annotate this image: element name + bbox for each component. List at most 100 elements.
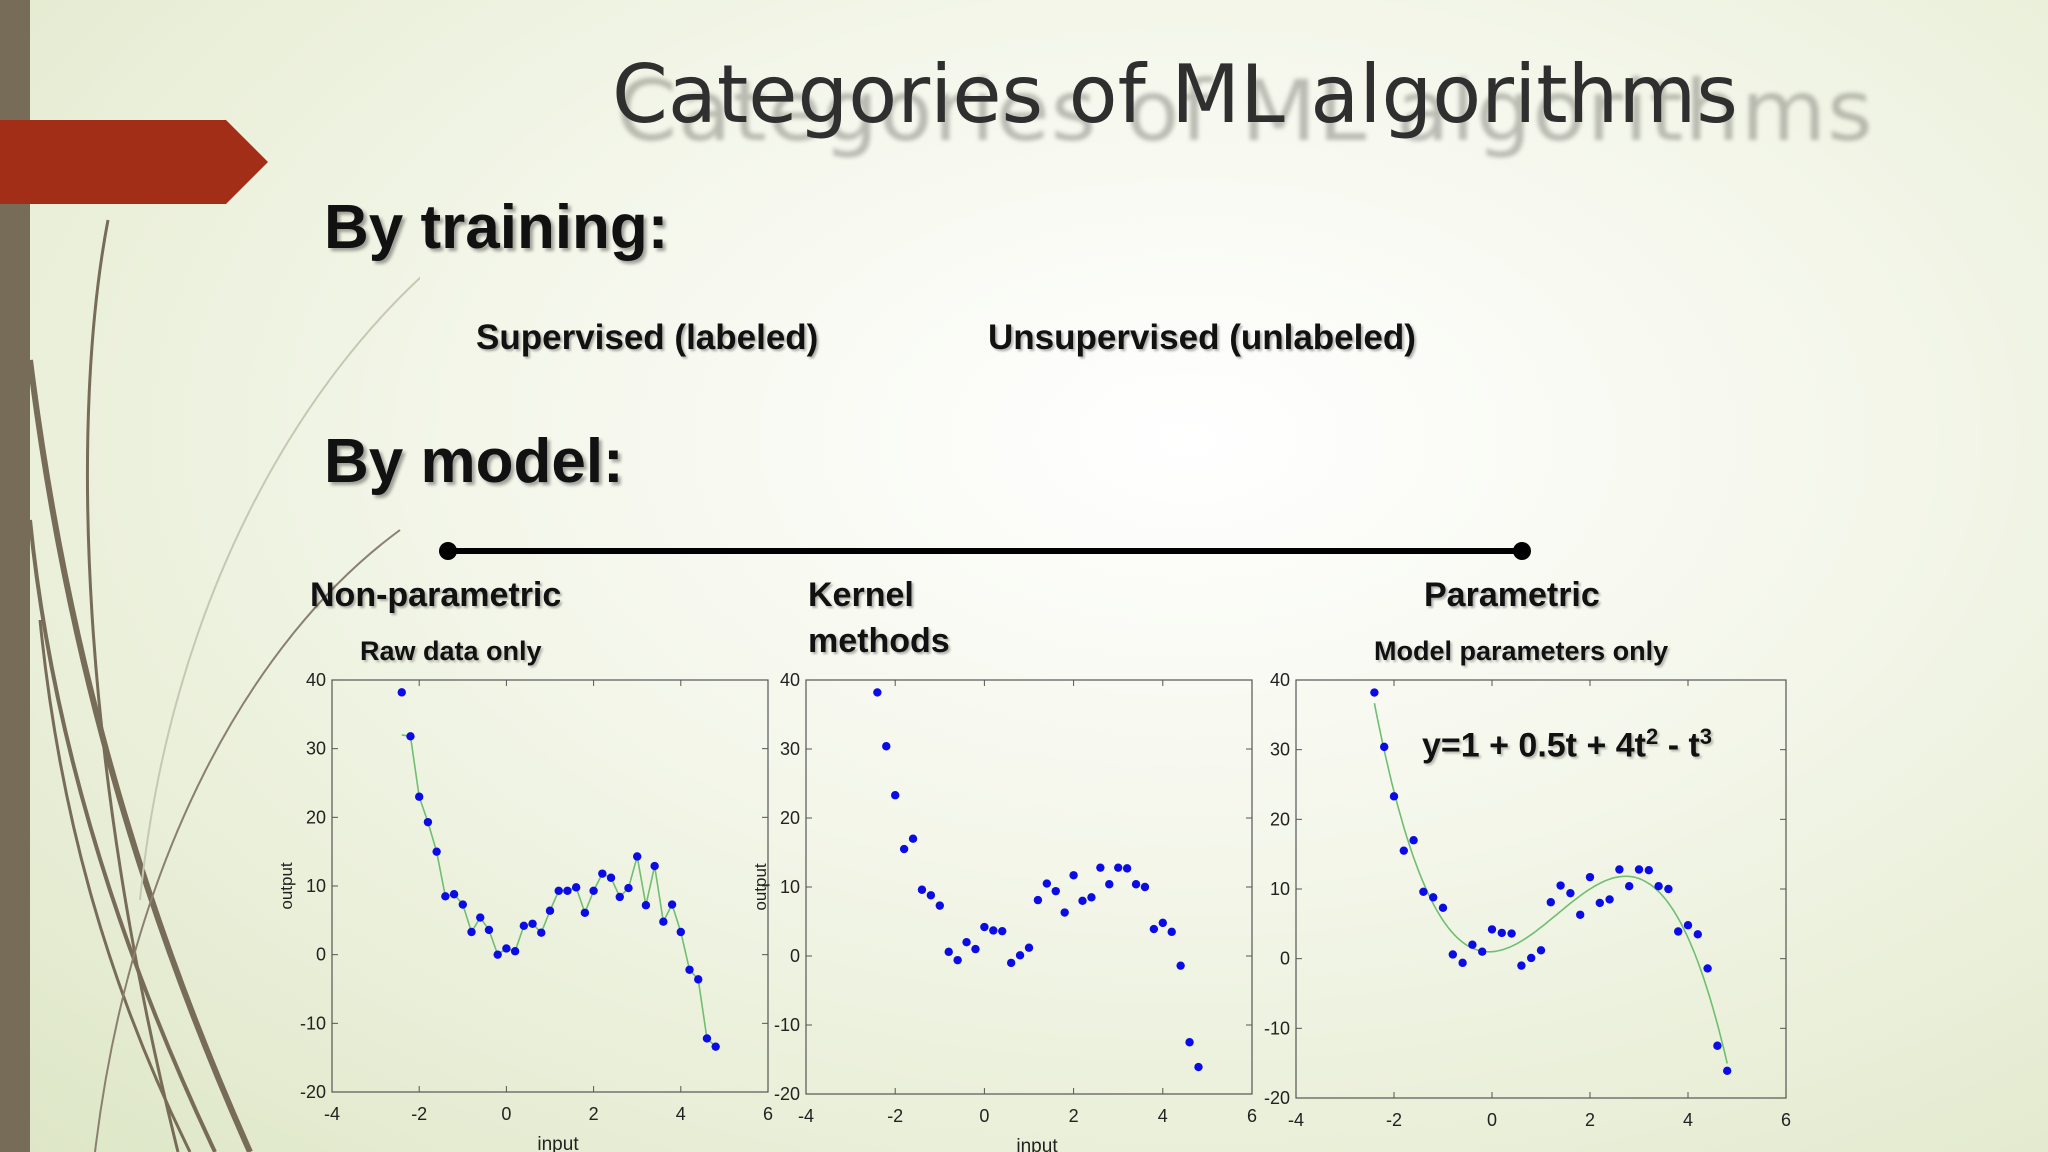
data-point: [449, 890, 459, 899]
data-point: [441, 892, 450, 901]
data-point: [1033, 895, 1043, 905]
data-point: [891, 791, 900, 800]
y-tick-label: 10: [780, 877, 800, 897]
data-point: [1087, 893, 1096, 902]
data-point: [980, 922, 989, 932]
data-point: [882, 742, 891, 751]
x-tick-label: 4: [676, 1104, 686, 1124]
data-point: [510, 947, 520, 956]
y-tick-label: 20: [1270, 809, 1290, 829]
x-tick-label: -2: [1386, 1110, 1402, 1130]
data-point: [563, 886, 572, 896]
data-point: [606, 873, 616, 882]
data-point: [415, 792, 424, 801]
x-tick-label: 0: [979, 1106, 989, 1126]
data-point: [917, 885, 927, 894]
x-axis-label: input: [1016, 1136, 1058, 1152]
data-point: [908, 834, 918, 843]
model-spectrum-line: [439, 542, 1531, 560]
data-point: [1448, 950, 1457, 959]
data-point: [962, 938, 971, 947]
x-tick-label: -2: [887, 1106, 903, 1126]
data-point: [598, 869, 607, 878]
data-point: [1713, 1041, 1722, 1050]
data-point: [633, 852, 642, 861]
data-point: [998, 926, 1007, 936]
data-point: [926, 891, 936, 900]
y-axis-label: output: [751, 863, 770, 911]
data-point: [650, 861, 659, 871]
x-tick-label: 0: [501, 1104, 511, 1124]
x-tick-label: 2: [1585, 1110, 1595, 1130]
x-tick-label: -2: [411, 1104, 427, 1124]
data-point: [899, 844, 909, 854]
data-point: [873, 688, 882, 697]
y-axis-label: output: [277, 862, 296, 910]
data-point: [1468, 940, 1477, 949]
data-point: [1546, 898, 1555, 907]
data-point: [1487, 925, 1497, 934]
data-point: [989, 926, 998, 935]
y-tick-label: 20: [780, 808, 800, 828]
y-tick-label: 30: [1270, 740, 1290, 760]
data-point: [1194, 1062, 1203, 1072]
data-point: [1006, 958, 1016, 968]
data-point: [406, 732, 415, 741]
data-point: [423, 817, 433, 827]
y-tick-label: 30: [306, 739, 326, 759]
y-tick-label: -20: [300, 1082, 326, 1102]
data-point: [1517, 961, 1526, 970]
data-point: [1438, 903, 1448, 913]
data-point: [1458, 958, 1467, 968]
y-tick-label: 20: [306, 807, 326, 827]
data-point: [1015, 951, 1025, 960]
data-point: [624, 883, 633, 893]
data-point: [1140, 882, 1150, 892]
kernel-methods-label: Kernel methods: [808, 572, 950, 664]
x-tick-label: 2: [1069, 1106, 1079, 1126]
data-point: [1576, 910, 1585, 919]
data-point: [1605, 895, 1614, 904]
data-point: [1078, 896, 1087, 905]
x-tick-label: 4: [1683, 1110, 1693, 1130]
data-point: [1185, 1038, 1194, 1047]
data-point: [554, 886, 563, 896]
y-tick-label: 10: [1270, 879, 1290, 899]
data-point: [1122, 864, 1132, 873]
data-point: [1556, 881, 1565, 890]
data-point: [1105, 880, 1114, 889]
data-point: [397, 688, 406, 697]
data-point: [641, 901, 651, 910]
data-point: [1497, 928, 1506, 938]
y-tick-label: 0: [316, 945, 326, 965]
data-point: [1585, 872, 1595, 882]
data-point: [1024, 943, 1034, 952]
data-point: [1051, 886, 1060, 896]
y-tick-label: 10: [306, 876, 326, 896]
x-tick-label: -4: [798, 1106, 814, 1126]
data-point: [1723, 1066, 1732, 1076]
data-point: [571, 883, 581, 892]
data-point: [1380, 742, 1389, 752]
data-point: [1409, 836, 1418, 845]
decorative-swooshes: [27, 219, 420, 1152]
kernel-label-line2: methods: [808, 622, 950, 660]
by-model-heading: By model:: [324, 427, 624, 496]
data-point: [1566, 888, 1575, 898]
data-point: [1674, 927, 1683, 936]
data-point: [1644, 865, 1653, 875]
y-tick-label: 40: [1270, 670, 1290, 690]
x-tick-label: 6: [763, 1104, 773, 1124]
data-point: [476, 913, 485, 922]
equation-exponent-2: 2: [1646, 724, 1659, 749]
fitted-curve: [1373, 703, 1728, 1064]
data-point: [685, 965, 694, 974]
data-point: [1399, 846, 1408, 855]
data-point: [667, 900, 677, 909]
x-tick-label: 2: [589, 1104, 599, 1124]
parametric-sublabel: Model parameters only: [1374, 636, 1669, 666]
data-point: [1149, 924, 1159, 934]
data-point: [1527, 953, 1536, 963]
slide-title-group: Categories of ML algorithms Categories o…: [612, 48, 1912, 168]
